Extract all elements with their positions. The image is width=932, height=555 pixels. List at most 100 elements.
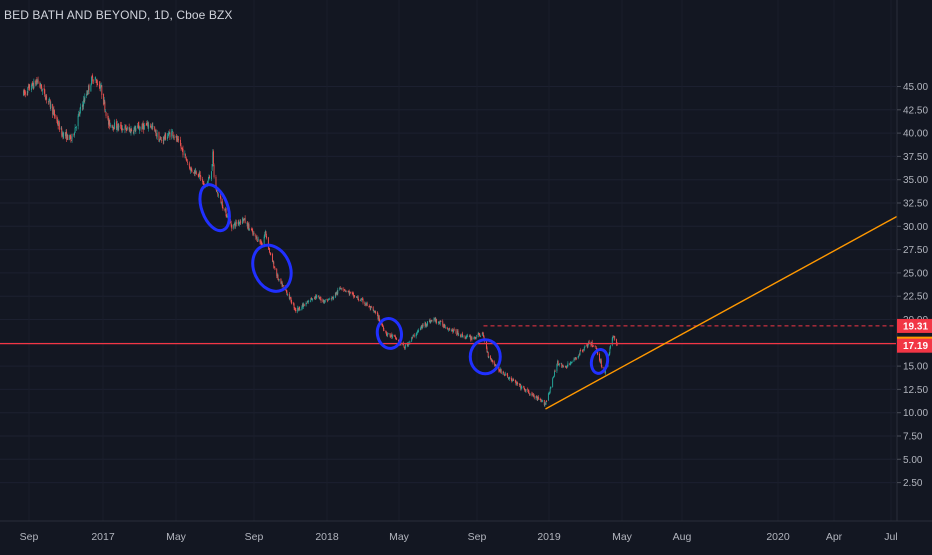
candle-body [378, 315, 380, 322]
candle-body [307, 301, 309, 303]
candle-body [37, 80, 38, 82]
candle-body [604, 372, 606, 374]
candle-body [488, 356, 490, 358]
candle-body [594, 345, 596, 348]
candle-body [276, 268, 278, 277]
candle-body [24, 91, 26, 95]
candle-body [458, 334, 460, 336]
candle-body [273, 261, 275, 268]
candle-body [64, 132, 66, 137]
candle-body [553, 375, 555, 378]
candle-body [491, 359, 493, 361]
candle-body [299, 306, 300, 310]
candle-body [303, 304, 305, 307]
candle-body [44, 89, 46, 97]
candle-body [167, 136, 168, 139]
candle-body [56, 116, 58, 121]
candle-body [516, 382, 518, 384]
candle-body [240, 221, 242, 223]
candle-body [549, 388, 551, 393]
candle-body [269, 248, 271, 253]
candle-body [453, 329, 455, 331]
candle-body [358, 300, 360, 301]
candle-body [197, 174, 199, 176]
candle-body [57, 124, 59, 126]
candle-body [103, 100, 105, 104]
candle-body [211, 171, 212, 180]
candle-body [540, 399, 542, 401]
candle-body [500, 368, 502, 372]
candle-body [571, 361, 573, 363]
candle-body [531, 393, 533, 395]
candle-body [415, 334, 417, 337]
candle-body [49, 99, 51, 101]
trend-line [545, 207, 914, 410]
candle-body [126, 127, 128, 130]
candle-body [47, 100, 49, 102]
candle-body [312, 298, 314, 300]
candle-body [154, 130, 156, 132]
candle-body [425, 322, 427, 326]
annotation-loop [468, 338, 502, 376]
candle-body [508, 377, 510, 379]
candle-body [482, 332, 484, 334]
candle-body [579, 350, 581, 355]
candle-body [75, 127, 77, 129]
candle-body [340, 288, 342, 290]
candle-body [252, 230, 254, 234]
candle-body [90, 85, 92, 92]
candle-body [468, 336, 470, 337]
candle-body [370, 307, 372, 309]
candle-body [510, 377, 512, 380]
candle-body [163, 137, 165, 139]
candle-body [379, 320, 381, 322]
candle-body [554, 370, 556, 372]
candle-body [319, 297, 321, 299]
candle-body [92, 80, 94, 82]
candle-body [390, 334, 392, 336]
candle-body [217, 192, 219, 196]
candle-body [608, 353, 610, 356]
candle-body [66, 131, 68, 140]
candle-body [224, 209, 226, 211]
candle-body [225, 208, 227, 216]
candle-body [195, 171, 197, 174]
price-label-badge [897, 338, 932, 353]
x-tick-label: 2017 [91, 531, 115, 543]
candle-body [266, 235, 268, 239]
candle-body [264, 231, 266, 234]
candle-body [253, 233, 255, 235]
candle-body [103, 93, 105, 105]
candle-body [586, 345, 588, 348]
candle-body [150, 126, 152, 128]
candle-body [310, 298, 312, 300]
candle-body [577, 356, 579, 359]
candle-body [383, 329, 385, 331]
candle-body [349, 292, 351, 295]
candle-body [444, 326, 446, 328]
candle-body [462, 335, 464, 337]
candle-body [357, 297, 359, 300]
candle-body [199, 171, 201, 176]
candle-body [382, 326, 384, 330]
candle-body [219, 195, 221, 198]
candle-body [587, 344, 589, 347]
candle-body [567, 363, 569, 367]
candle-body [273, 266, 275, 268]
candle-body [104, 110, 106, 112]
candle-body [83, 100, 85, 103]
candle-body [566, 367, 568, 368]
candle-body [306, 303, 308, 305]
candle-body [490, 358, 492, 361]
candle-body [278, 279, 280, 280]
candle-body [366, 302, 368, 306]
candle-body [449, 328, 451, 331]
candle-body [369, 306, 371, 309]
candle-body [491, 359, 493, 361]
candle-body [336, 292, 338, 294]
candle-body [418, 329, 420, 331]
candle-body [96, 81, 98, 85]
y-tick-label: 37.50 [903, 152, 928, 163]
